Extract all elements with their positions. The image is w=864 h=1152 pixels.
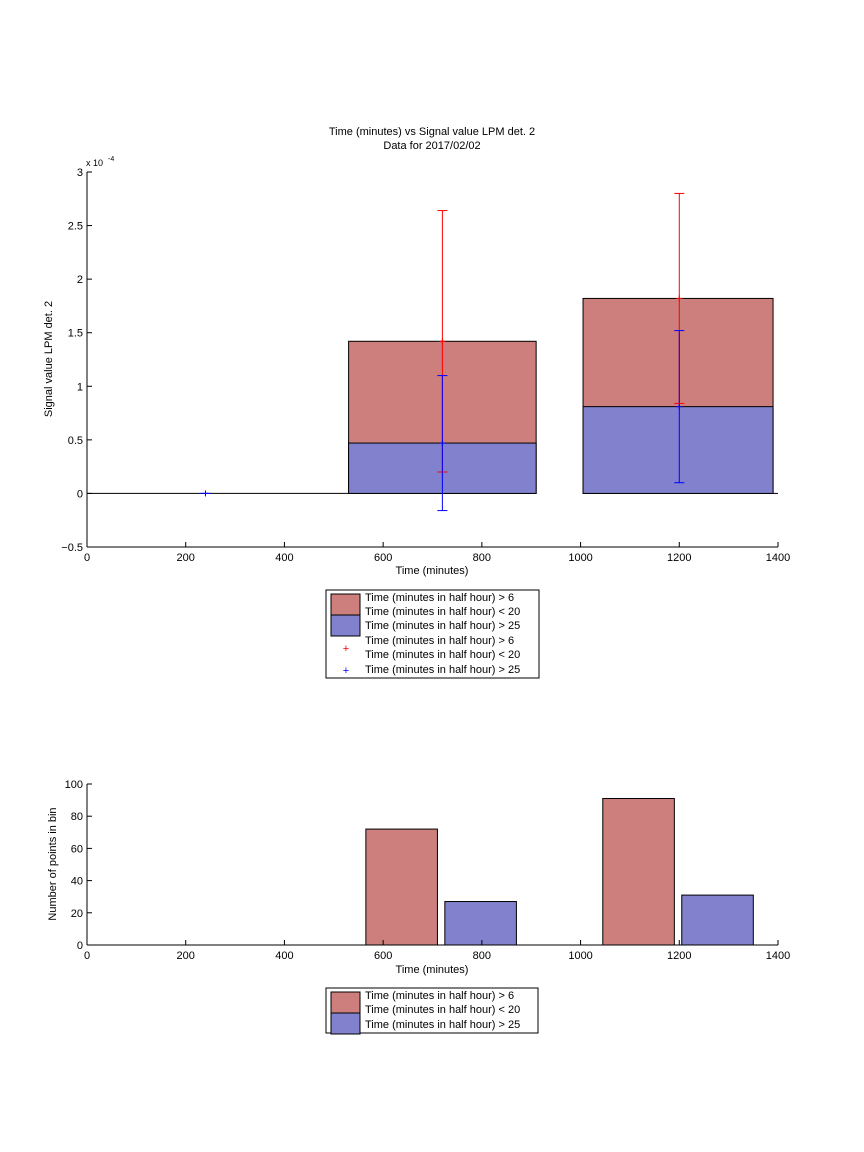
x-tick-label: 200	[177, 950, 195, 962]
y-tick-label: 0.5	[68, 435, 83, 447]
x-tick-label: 400	[275, 552, 293, 564]
legend-marker-blue: +	[343, 665, 349, 677]
legend-swatch-red	[330, 991, 361, 1015]
x-tick-label: 1400	[766, 950, 790, 962]
y-tick-label: 2.5	[68, 221, 83, 233]
legend-swatch-blue	[330, 1012, 361, 1035]
x-tick-label: 200	[177, 552, 195, 564]
legend-entry: Time (minutes in half hour) > 25	[365, 1019, 520, 1031]
chart-subtitle: Data for 2017/02/02	[383, 140, 480, 152]
x-tick-label: 800	[473, 552, 491, 564]
x-tick-label: 1200	[667, 950, 691, 962]
x-tick-label: 0	[84, 552, 90, 564]
y-tick-label: 100	[65, 779, 83, 791]
legend-entry: Time (minutes in half hour) > 6	[365, 635, 514, 647]
x-tick-label: 400	[275, 950, 293, 962]
x-tick-label: 800	[473, 950, 491, 962]
x-tick-label: 1400	[766, 552, 790, 564]
legend-swatch-blue	[330, 614, 361, 637]
x-tick-label: 1200	[667, 552, 691, 564]
legend-box	[325, 987, 539, 1034]
legend-entry: Time (minutes in half hour) > 6	[365, 592, 514, 604]
y-tick-label: 40	[71, 876, 83, 888]
bar-red	[365, 828, 438, 946]
legend-swatch-red	[330, 593, 361, 617]
legend-box	[325, 589, 540, 679]
y-tick-label: 60	[71, 843, 83, 855]
bar-blue	[582, 406, 774, 494]
bar-blue	[444, 901, 517, 946]
x-tick-label: 0	[84, 950, 90, 962]
y-tick-label: 1	[77, 381, 83, 393]
top-chart: Time (minutes) vs Signal value LPM det. …	[43, 126, 790, 679]
x-axis-label: Time (minutes)	[396, 964, 469, 976]
x-axis-label: Time (minutes)	[396, 565, 469, 577]
legend-entry: Time (minutes in half hour) > 25	[365, 620, 520, 632]
y-tick-label: 2	[77, 274, 83, 286]
y-tick-label: −0.5	[61, 542, 83, 554]
y-scale-exponent: -4	[108, 156, 114, 163]
legend-entry: Time (minutes in half hour) < 20	[365, 606, 520, 618]
x-tick-label: 600	[374, 950, 392, 962]
y-tick-label: 1.5	[68, 328, 83, 340]
y-axis-label: Signal value LPM det. 2	[43, 301, 55, 417]
legend-entry: Time (minutes in half hour) > 6	[365, 990, 514, 1002]
x-tick-label: 1000	[568, 552, 592, 564]
y-tick-label: 0	[77, 488, 83, 500]
x-tick-label: 1000	[568, 950, 592, 962]
y-tick-label: 3	[77, 167, 83, 179]
x-tick-label: 600	[374, 552, 392, 564]
legend-marker-red: +	[343, 643, 349, 655]
legend-entry: Time (minutes in half hour) < 20	[365, 1004, 520, 1016]
y-tick-label: 0	[77, 940, 83, 952]
legend-top: + + Time (minutes in half hour) > 6 Time (m…	[325, 589, 540, 679]
legend-entry: Time (minutes in half hour) > 25	[365, 664, 520, 676]
legend-bottom: Time (minutes in half hour) > 6 Time (min…	[325, 987, 539, 1035]
y-tick-label: 20	[71, 908, 83, 920]
bar-red	[602, 797, 675, 946]
y-scale-label: x 10	[86, 158, 103, 168]
bar-blue	[681, 894, 754, 946]
legend-entry: Time (minutes in half hour) < 20	[365, 649, 520, 661]
bottom-chart: 0 200 400 600 800 1000 1200 1400 0 20 40 60 80 100 Tim…	[47, 779, 790, 1035]
y-tick-label: 80	[71, 811, 83, 823]
chart-title: Time (minutes) vs Signal value LPM det. …	[329, 126, 535, 138]
y-axis-label: Number of points in bin	[47, 807, 59, 920]
